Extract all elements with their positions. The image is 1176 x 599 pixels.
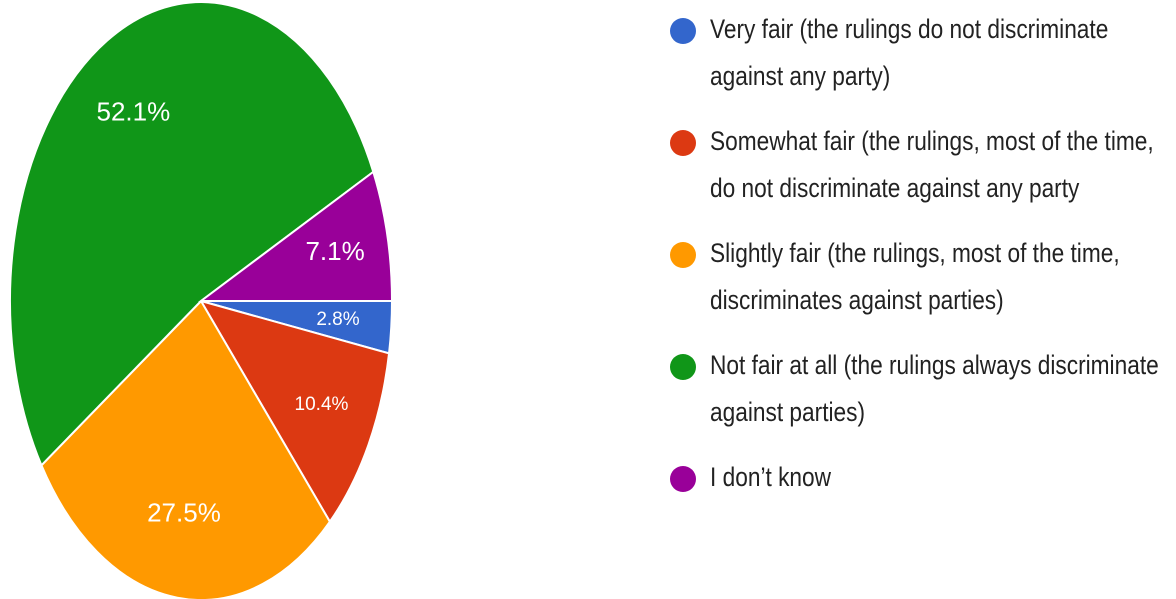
legend-label: I don’t know [710,462,832,492]
data-label: 7.1% [305,236,364,266]
legend-swatch [670,354,696,380]
legend-swatch [670,242,696,268]
legend-label: Somewhat fair (the rulings, most of the … [710,126,1154,203]
pie-slice [9,1,375,468]
legend-swatch [670,18,696,44]
pie-slice [197,170,394,302]
data-label: 2.8% [316,309,359,330]
legend-label: Slightly fair (the rulings, most of the … [710,238,1120,315]
pie-slice [198,299,391,524]
data-label: 10.4% [295,394,349,415]
legend-swatch [670,130,696,156]
legend-swatch [670,466,696,492]
pie-slice [40,299,332,599]
legend-label: Not fair at all (the rulings always disc… [710,350,1159,427]
chart: 2.8% 10.4% 27.5% 52.1% 7.1% [9,1,394,599]
data-label: 27.5% [147,497,221,527]
data-label: 52.1% [96,96,170,126]
legend-label: Very fair (the rulings do not discrimina… [710,14,1109,91]
